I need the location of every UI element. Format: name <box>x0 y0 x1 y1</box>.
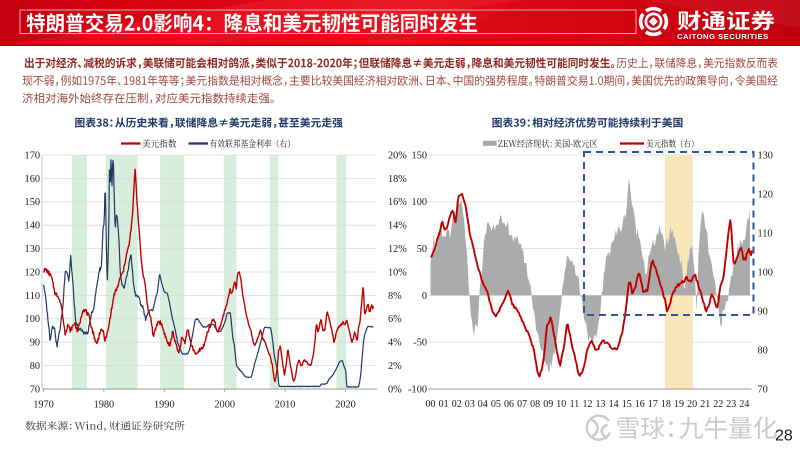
svg-text:24: 24 <box>739 399 749 410</box>
svg-text:2%: 2% <box>388 361 402 372</box>
svg-text:19: 19 <box>674 399 684 410</box>
svg-text:14: 14 <box>609 399 619 410</box>
svg-text:21: 21 <box>700 399 710 410</box>
svg-text:28: 28 <box>775 428 793 445</box>
svg-text:18%: 18% <box>388 174 407 185</box>
svg-text:100: 100 <box>412 197 427 208</box>
svg-text:CAITONG SECURITIES: CAITONG SECURITIES <box>677 32 769 41</box>
svg-text:13: 13 <box>596 399 606 410</box>
svg-text:100: 100 <box>758 267 773 278</box>
svg-text:20%: 20% <box>388 150 407 161</box>
svg-text:120: 120 <box>758 189 773 200</box>
svg-text:06: 06 <box>504 399 514 410</box>
svg-text:110: 110 <box>758 228 773 239</box>
svg-text:22: 22 <box>713 399 723 410</box>
svg-text:90: 90 <box>30 338 40 349</box>
svg-text:08: 08 <box>530 399 540 410</box>
svg-text:18: 18 <box>661 399 671 410</box>
svg-text:-100: -100 <box>408 384 427 395</box>
svg-text:80: 80 <box>30 361 40 372</box>
svg-text:04: 04 <box>478 399 488 410</box>
svg-text:6%: 6% <box>388 314 402 325</box>
svg-text:1980: 1980 <box>94 400 115 411</box>
svg-text:02: 02 <box>452 399 462 410</box>
svg-text:1990: 1990 <box>154 400 175 411</box>
svg-text:03: 03 <box>465 399 475 410</box>
svg-text:90: 90 <box>758 306 768 317</box>
svg-text:50: 50 <box>417 244 427 255</box>
svg-text:4%: 4% <box>388 338 402 349</box>
svg-text:0%: 0% <box>388 384 402 395</box>
svg-text:23: 23 <box>726 399 736 410</box>
svg-text:12%: 12% <box>388 244 407 255</box>
svg-text:110: 110 <box>25 291 40 302</box>
svg-text:2000: 2000 <box>214 400 235 411</box>
svg-text:15: 15 <box>622 399 632 410</box>
svg-text:140: 140 <box>25 221 40 232</box>
svg-text:150: 150 <box>25 197 40 208</box>
svg-text:14%: 14% <box>388 221 407 232</box>
svg-text:12: 12 <box>583 399 593 410</box>
svg-text:07: 07 <box>517 399 527 410</box>
svg-text:70: 70 <box>758 384 768 395</box>
svg-text:160: 160 <box>25 174 40 185</box>
svg-text:2020: 2020 <box>335 400 356 411</box>
svg-text:0: 0 <box>422 291 427 302</box>
svg-text:00: 00 <box>426 399 436 410</box>
svg-text:17: 17 <box>648 399 658 410</box>
svg-text:10%: 10% <box>388 267 407 278</box>
svg-text:8%: 8% <box>388 291 402 302</box>
svg-text:1970: 1970 <box>33 400 54 411</box>
svg-text:2010: 2010 <box>275 400 296 411</box>
svg-text:-50: -50 <box>413 338 427 349</box>
svg-text:130: 130 <box>758 150 773 161</box>
svg-text:120: 120 <box>25 267 40 278</box>
svg-text:70: 70 <box>30 384 40 395</box>
svg-text:80: 80 <box>758 345 768 356</box>
svg-text:01: 01 <box>439 399 449 410</box>
svg-text:05: 05 <box>491 399 501 410</box>
svg-text:20: 20 <box>687 399 697 410</box>
svg-text:100: 100 <box>25 314 40 325</box>
svg-text:16: 16 <box>635 399 645 410</box>
svg-text:10: 10 <box>556 399 566 410</box>
svg-text:09: 09 <box>543 399 553 410</box>
svg-text:150: 150 <box>412 150 427 161</box>
svg-text:16%: 16% <box>388 197 407 208</box>
svg-text:130: 130 <box>25 244 40 255</box>
svg-text:170: 170 <box>25 150 40 161</box>
svg-text:11: 11 <box>570 399 580 410</box>
